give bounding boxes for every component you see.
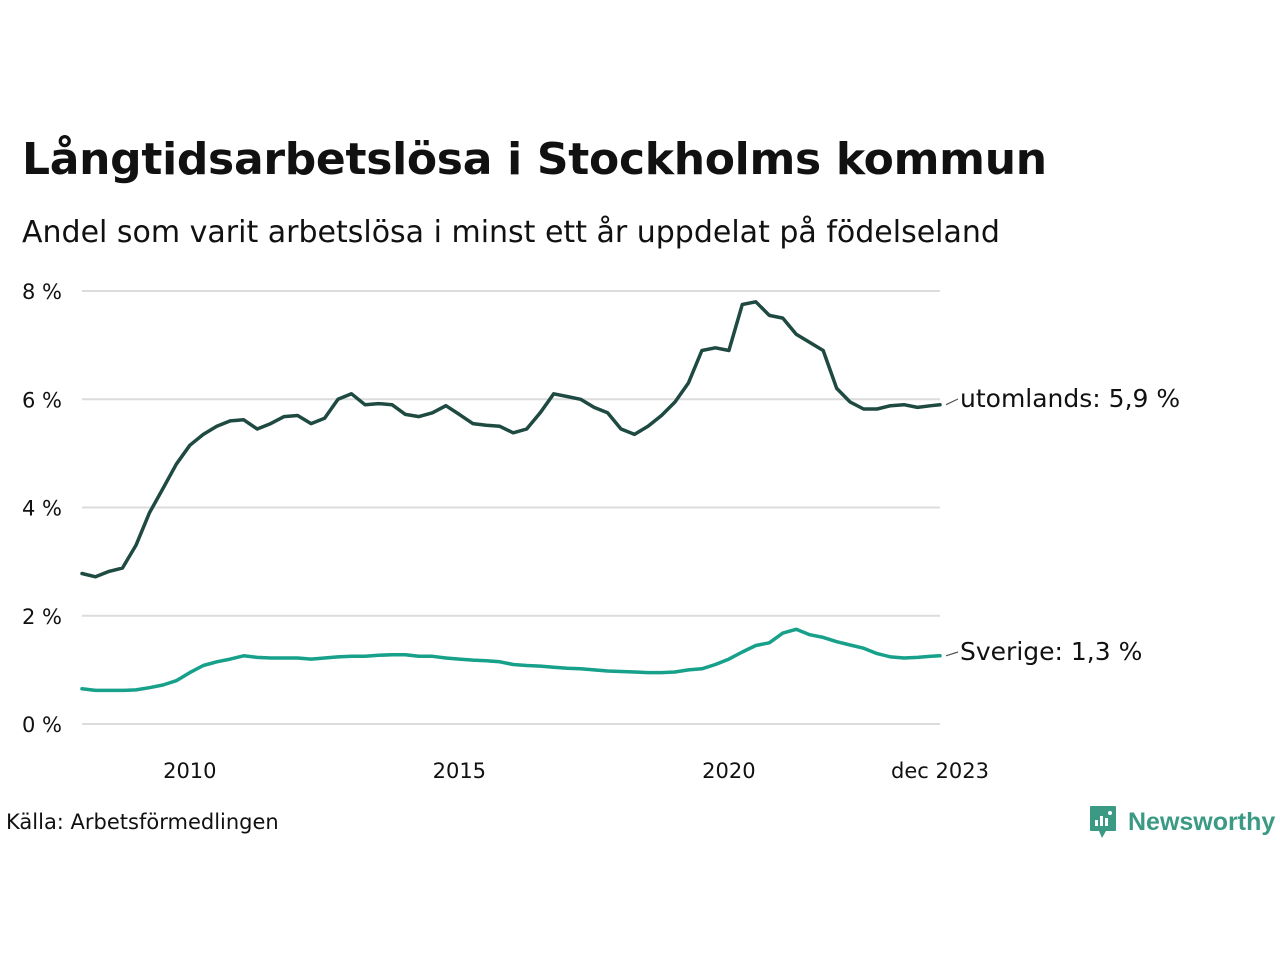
x-tick-label: 2010 — [163, 759, 216, 783]
newsworthy-logo[interactable]: Newsworthy — [1088, 804, 1275, 840]
y-tick-label: 0 % — [22, 713, 62, 737]
line-chart: 0 % 2 % 4 % 6 % 8 % 2010 2015 2020 dec 2023 utoml… — [22, 280, 1180, 783]
chart-subtitle: Andel som varit arbetslösa i minst ett å… — [22, 215, 1000, 250]
x-tick-label: 2015 — [433, 759, 486, 783]
source-note: Källa: Arbetsförmedlingen — [6, 810, 279, 834]
label-leader-line — [945, 651, 959, 657]
y-tick-label: 4 % — [22, 497, 62, 521]
chart-title: Långtidsarbetslösa i Stockholms kommun — [22, 134, 1047, 185]
y-tick-label: 2 % — [22, 605, 62, 629]
series-end-label: utomlands: 5,9 % — [960, 384, 1180, 413]
series-line-sverige — [80, 627, 942, 693]
x-tick-label: 2020 — [702, 759, 755, 783]
newsworthy-icon — [1090, 806, 1116, 838]
series-end-label: Sverige: 1,3 % — [960, 637, 1142, 666]
label-leader-line — [945, 398, 959, 406]
brand-name: Newsworthy — [1128, 807, 1276, 836]
series-line-utomlands — [80, 300, 942, 579]
y-tick-label: 6 % — [22, 388, 62, 412]
x-tick-label: dec 2023 — [891, 759, 989, 783]
y-tick-label: 8 % — [22, 280, 62, 304]
